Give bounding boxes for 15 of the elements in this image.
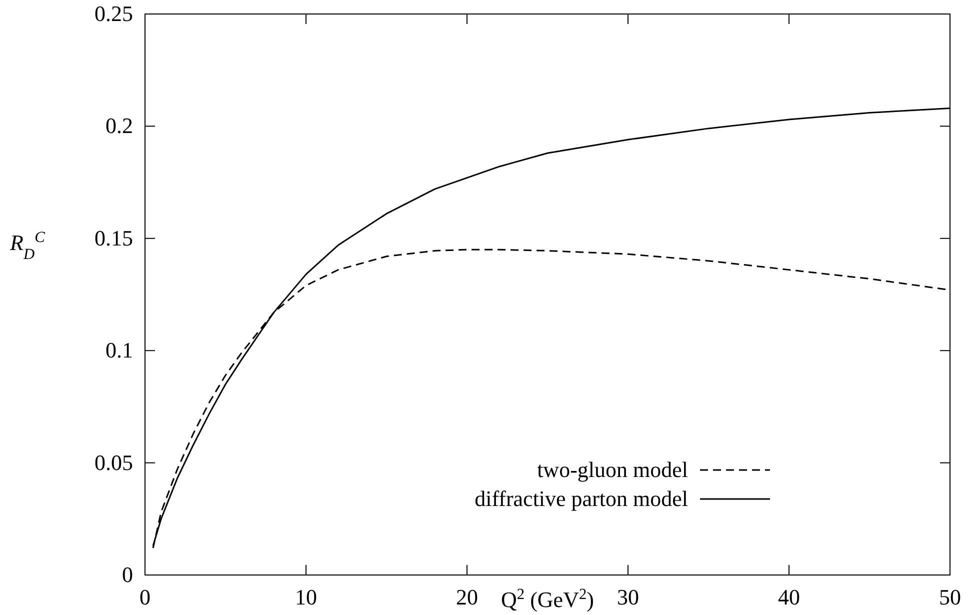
y-tick-label: 0.1 <box>106 338 133 363</box>
y-tick-label: 0.2 <box>106 113 133 138</box>
x-tick-label: 0 <box>140 584 150 610</box>
x-tick-label: 50 <box>939 584 961 610</box>
y-tick-label: 0 <box>122 562 133 588</box>
legend-label: two-gluon model <box>537 457 688 482</box>
x-tick-label: 40 <box>778 584 800 610</box>
legend-label: diffractive parton model <box>474 486 688 511</box>
y-tick-label: 0.15 <box>94 225 133 250</box>
y-tick-label: 0.05 <box>94 450 133 475</box>
y-tick-label: 0.25 <box>94 1 133 26</box>
x-tick-label: 10 <box>295 584 317 610</box>
x-tick-label: 20 <box>456 584 478 610</box>
x-axis-title: Q$^{2}$ (GeV$^{2}$) <box>501 586 594 612</box>
x-tick-label: 30 <box>617 584 639 610</box>
